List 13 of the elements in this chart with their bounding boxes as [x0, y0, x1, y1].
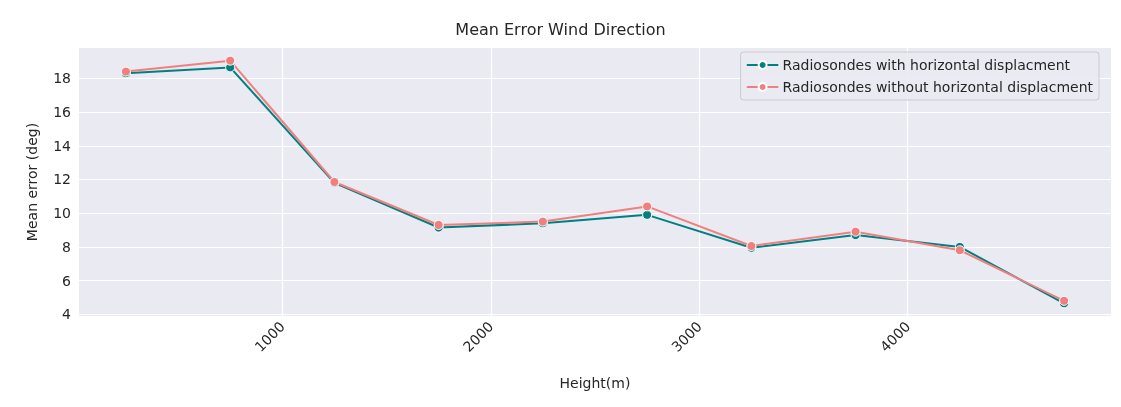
y-tick-label: 10 [53, 205, 71, 222]
legend-label: Radiosondes without horizontal displacment [782, 79, 1094, 95]
y-axis-title: Mean error (deg) [24, 122, 40, 242]
y-tick-label: 8 [62, 238, 71, 255]
y-tick-label: 16 [53, 104, 72, 121]
y-tick-label: 18 [53, 70, 71, 87]
x-axis-title: Height(m) [559, 375, 631, 391]
y-tick-label: 6 [62, 272, 72, 289]
y-tick-label: 14 [53, 137, 72, 154]
y-tick-label: 12 [53, 171, 71, 188]
y-tick-label: 4 [62, 306, 72, 323]
chart-title: Mean Error Wind Direction [455, 19, 666, 39]
legend-label: Radiosondes with horizontal displacment [782, 57, 1071, 73]
